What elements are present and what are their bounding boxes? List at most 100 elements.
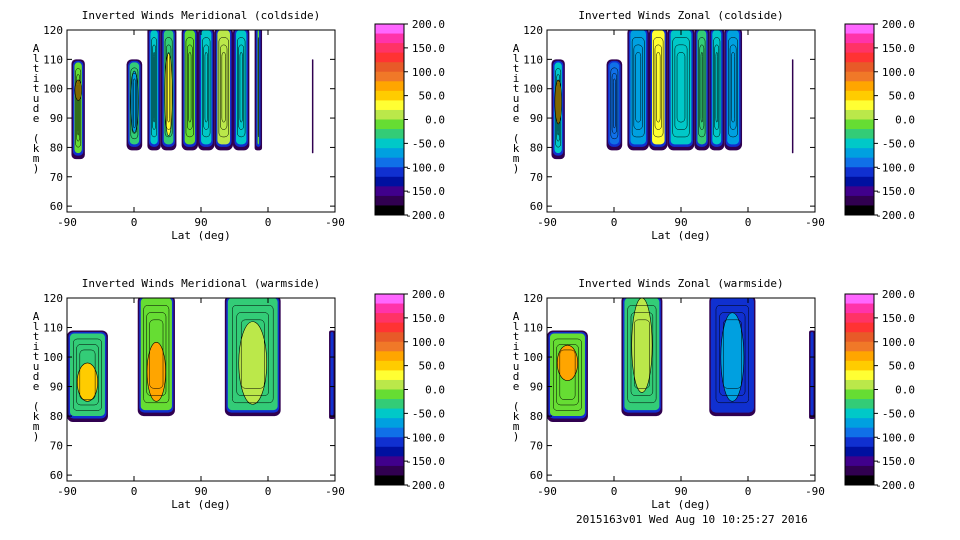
contour-line	[553, 338, 582, 411]
contour-line	[634, 319, 650, 389]
contour-line	[238, 44, 245, 130]
contour-band	[709, 298, 756, 417]
colorbar-swatch	[845, 399, 874, 410]
colorbar-swatch	[375, 322, 404, 333]
contour-line	[631, 37, 645, 138]
x-axis: -90 0 90 0 -90 Lat (deg)	[57, 298, 345, 511]
colorbar-swatch	[375, 205, 404, 216]
colorbar-label: 0.0	[895, 114, 915, 127]
contour-line	[76, 74, 80, 142]
contour-line	[133, 78, 136, 129]
contour-band	[214, 30, 234, 151]
y-axis-label-char: A	[33, 310, 40, 323]
colorbar-swatch	[375, 370, 404, 381]
contour-band	[724, 30, 743, 151]
colorbar-swatch	[375, 119, 404, 130]
contour-line	[203, 44, 210, 130]
colorbar-swatch	[845, 332, 874, 343]
colorbar-swatch	[375, 294, 404, 305]
band-core	[130, 70, 139, 134]
footer-timestamp: 2015163v01 Wed Aug 10 10:25:27 2016	[576, 513, 808, 526]
colorbar-label: -150.0	[875, 185, 915, 198]
contour-line	[635, 52, 642, 123]
contour-band	[67, 330, 108, 422]
colorbar-label: 150.0	[882, 42, 915, 55]
plot-area	[551, 30, 794, 160]
colorbar-swatch	[845, 294, 874, 305]
contour-line	[232, 305, 274, 404]
y-axis-label-char: k	[33, 142, 40, 155]
colorbar-swatch	[375, 465, 404, 476]
contour-line	[557, 80, 559, 136]
colorbar-swatch	[375, 129, 404, 140]
y-axis-label-char: (	[513, 132, 520, 145]
colorbar-swatch	[375, 303, 404, 314]
colorbar-swatch	[845, 52, 874, 63]
y-axis-label-char: e	[513, 112, 520, 125]
y-axis-label-char: l	[513, 52, 520, 65]
y-tick-label: 60	[530, 469, 543, 482]
y-axis-label-char: )	[33, 430, 40, 443]
colorbar-label: -150.0	[405, 455, 445, 468]
contour-band	[160, 30, 177, 151]
y-tick-label: 80	[530, 141, 543, 154]
colorbar-swatch	[845, 341, 874, 352]
plot-area	[67, 298, 335, 422]
colorbar: 200.0 150.0 100.0 50.0 0.0 -50.0 -100.0 -150.0 -…	[844, 288, 916, 492]
contour-line	[204, 52, 208, 123]
y-tick-label: 80	[530, 410, 543, 423]
colorbar-swatch	[375, 379, 404, 390]
colorbar-swatch	[375, 313, 404, 324]
y-tick-label: 100	[523, 83, 543, 96]
colorbar-swatch	[845, 109, 874, 120]
colorbar-swatch	[375, 195, 404, 206]
contour-line	[699, 44, 705, 130]
colorbar-swatch	[845, 408, 874, 419]
x-tick-label: -90	[325, 216, 345, 229]
contour-line	[188, 52, 192, 123]
colorbar-label: -200.0	[405, 479, 445, 492]
y-axis-label-char: l	[33, 320, 40, 333]
colorbar-swatch	[845, 62, 874, 73]
colorbar-label: 100.0	[412, 66, 445, 79]
colorbar-swatch	[375, 427, 404, 438]
colorbar-swatch	[845, 389, 874, 400]
colorbar-swatch	[375, 341, 404, 352]
contour-line	[167, 52, 170, 123]
colorbar-label: 100.0	[882, 336, 915, 349]
x-axis-label: Lat (deg)	[171, 229, 231, 242]
contour-line	[715, 305, 750, 404]
y-tick-label: 80	[50, 410, 63, 423]
colorbar-label: -50.0	[412, 137, 445, 150]
contour-band	[198, 30, 215, 151]
y-axis-label-char: t	[33, 82, 40, 95]
x-tick-label: -90	[537, 485, 557, 498]
y-axis-label-char: )	[33, 162, 40, 175]
contour-band	[233, 30, 250, 151]
colorbar-label: 50.0	[889, 360, 916, 373]
colorbar-swatch	[375, 186, 404, 197]
contour-line	[218, 37, 229, 138]
y-axis-label-char: (	[33, 132, 40, 145]
colorbar-swatch	[845, 370, 874, 381]
colorbar-swatch	[845, 167, 874, 178]
colorbar-label: 150.0	[412, 312, 445, 325]
contour-line	[627, 305, 657, 404]
colorbar-swatch	[375, 24, 404, 35]
y-tick-label: 60	[50, 469, 63, 482]
contour-line	[719, 312, 746, 396]
contour-line	[700, 52, 703, 123]
contour-line	[77, 80, 79, 136]
y-axis-label-char: u	[513, 360, 520, 373]
contour-band	[627, 30, 649, 151]
y-axis-label-char: m	[33, 152, 40, 165]
contour-line	[611, 73, 617, 134]
y-tick-label: 90	[530, 381, 543, 394]
colorbar: 200.0 150.0 100.0 50.0 0.0 -50.0 -100.0 -150.0 -…	[374, 288, 445, 492]
colorbar-swatch	[375, 332, 404, 343]
band-core	[76, 362, 99, 402]
